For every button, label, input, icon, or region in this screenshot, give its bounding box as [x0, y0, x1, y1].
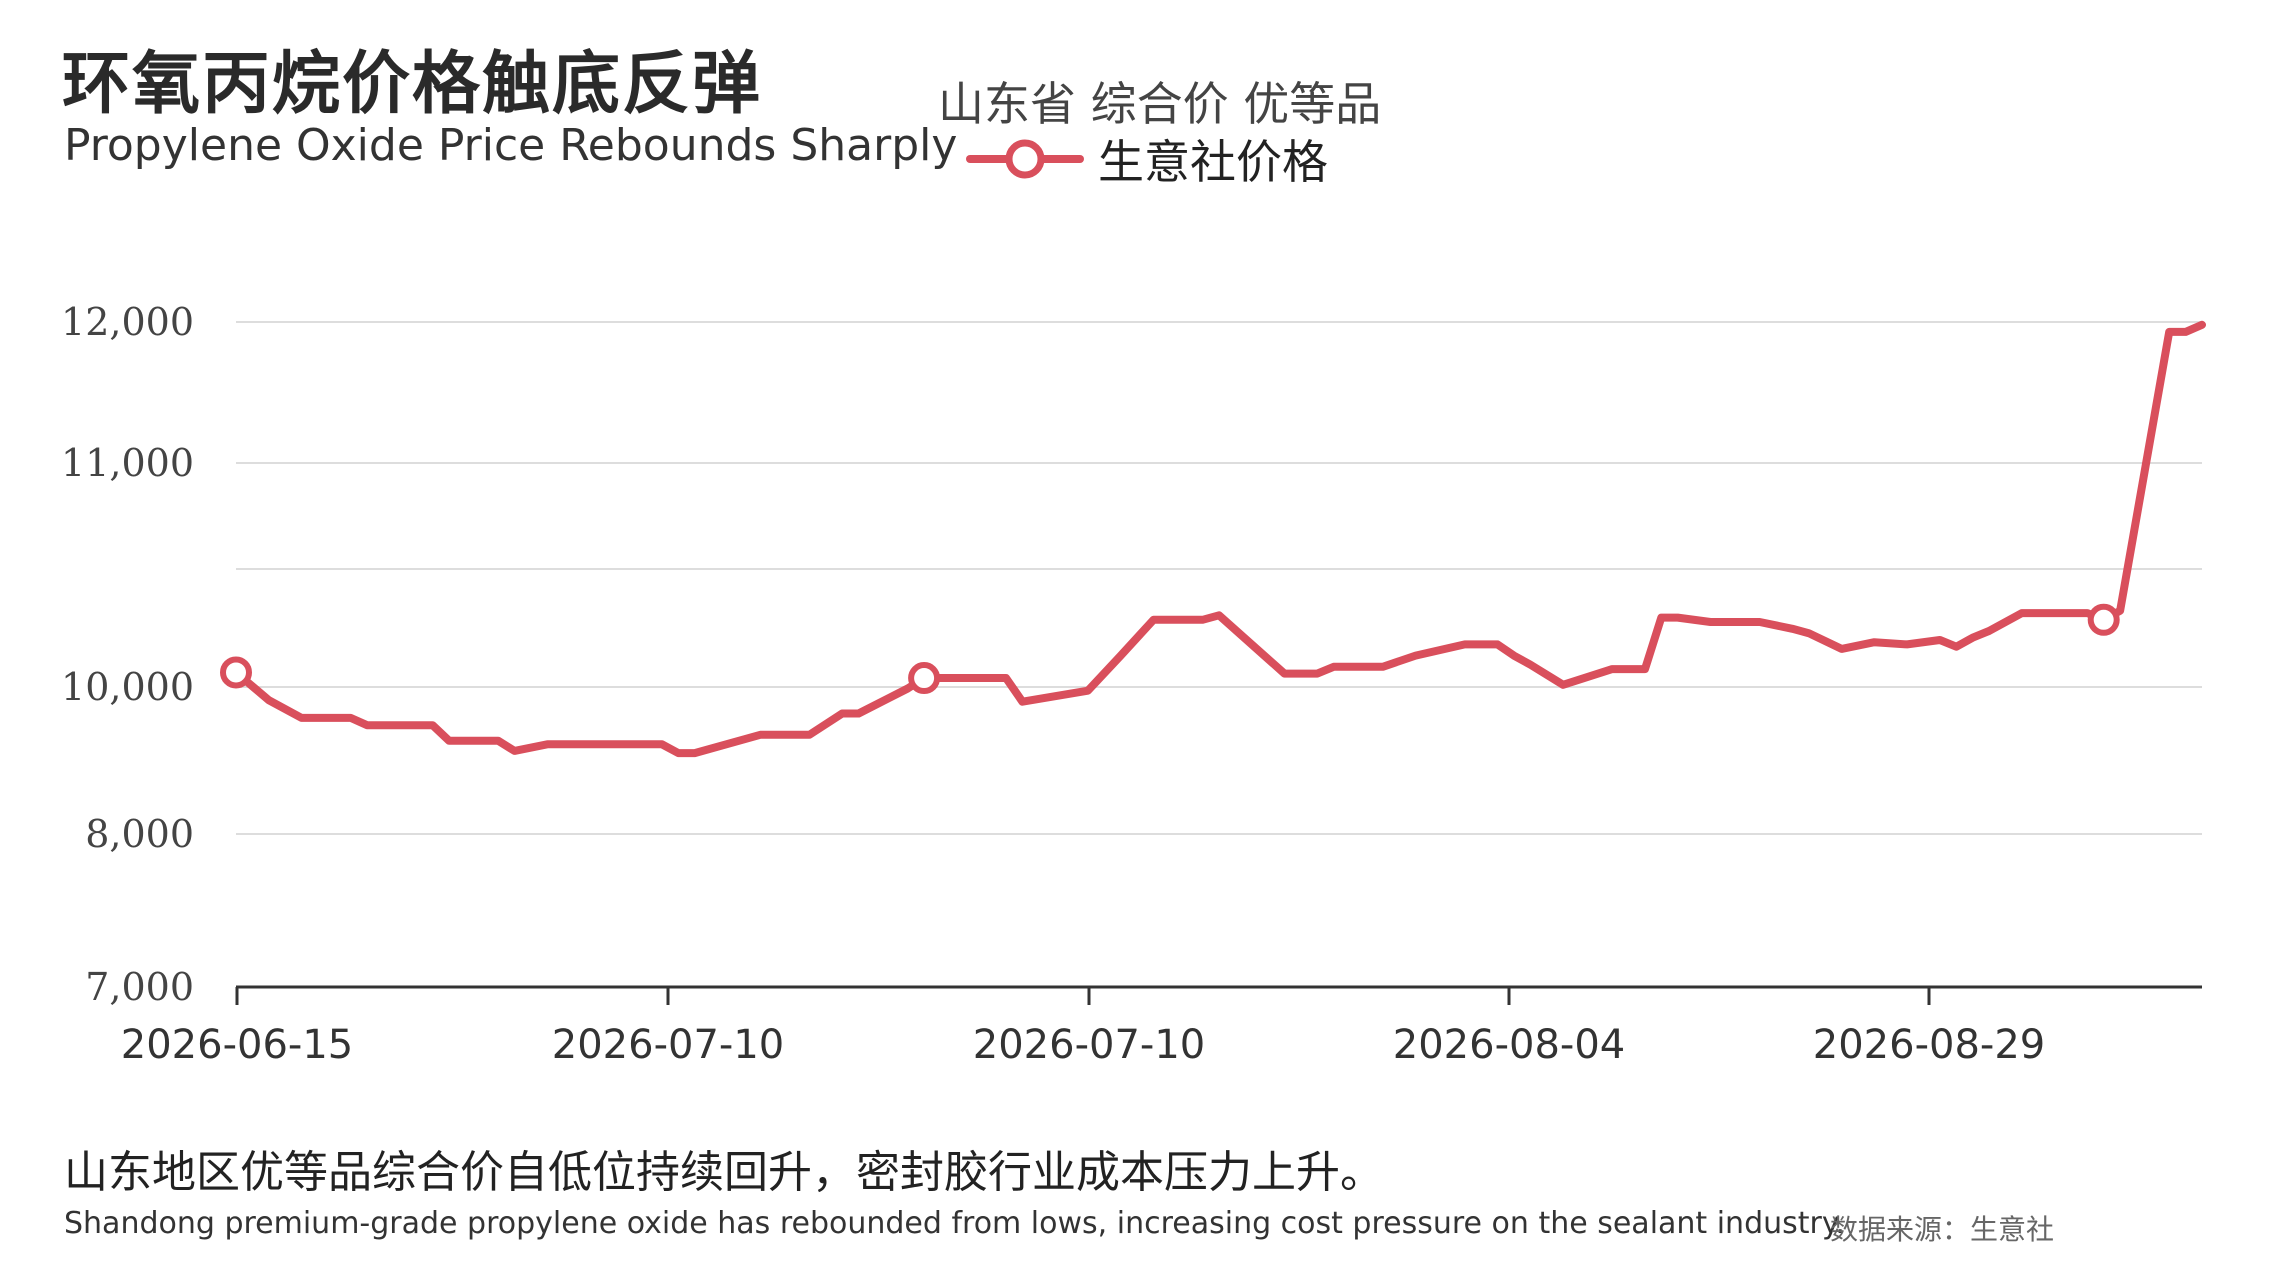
footnote-cn: 山东地区优等品综合价自低位持续回升，密封胶行业成本压力上升。: [64, 1147, 1384, 1198]
footnote-en: Shandong premium-grade propylene oxide h…: [64, 1206, 1845, 1241]
legend-line-marker-icon: [966, 139, 1084, 179]
y-tick-label: 10,000: [61, 665, 194, 709]
legend: 生意社价格: [966, 126, 1328, 192]
series-line: [232, 320, 2206, 758]
chart-title-en: Propylene Oxide Price Rebounds Sharply: [64, 120, 958, 171]
chart-title-cn: 环氧丙烷价格触底反弹: [62, 45, 763, 124]
chart-subtitle: 山东省 综合价 优等品: [938, 77, 1382, 131]
legend-label: 生意社价格: [1098, 135, 1328, 189]
source-label: 数据来源：生意社: [1830, 1213, 2055, 1246]
x-tick-label: 2026-06-15: [121, 1022, 353, 1068]
series-point-marker: [220, 656, 252, 689]
x-tick-label: 2026-08-04: [1393, 1022, 1625, 1068]
y-tick-label: 12,000: [61, 300, 194, 344]
series-point-marker: [908, 662, 941, 695]
series-layer: [220, 320, 2206, 758]
axes: 7,000 8,000 10,000 11,000 12,000 2026-06-15 20…: [61, 300, 2202, 1068]
grid-lines: [236, 321, 2202, 835]
x-tick-label: 2026-07-10: [973, 1022, 1205, 1068]
y-tick-label: 7,000: [85, 965, 194, 1009]
y-tick-label: 8,000: [85, 812, 194, 856]
x-tick-label: 2026-08-29: [1813, 1022, 2045, 1068]
series-point-marker: [2087, 603, 2120, 636]
y-tick-label: 11,000: [61, 441, 194, 485]
x-tick-label: 2026-07-10: [552, 1022, 784, 1068]
